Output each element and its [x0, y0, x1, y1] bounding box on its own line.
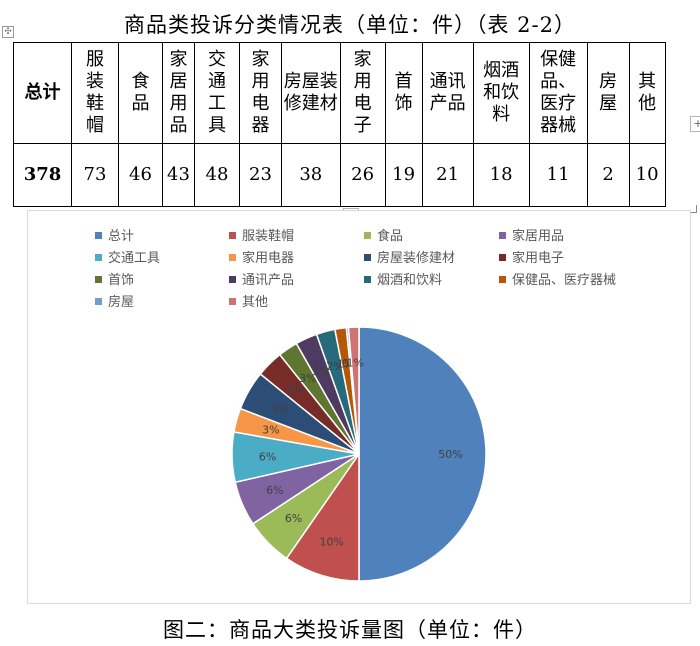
figure-caption: 图二：商品大类投诉量图（单位：件） [163, 618, 537, 642]
complaint-table: 总计 服装鞋帽 食品 家居用品 交通工具 家用电器 房屋装修建材 家用电子 首饰… [13, 42, 666, 207]
pie-data-label: 50% [438, 448, 462, 461]
header-cell: 交通工具 [194, 42, 240, 144]
legend-swatch [95, 298, 102, 305]
value-row: 378 73 46 43 48 23 38 26 19 21 18 11 2 1… [13, 143, 666, 207]
legend-item: 食品 [364, 225, 403, 244]
header-cell: 保健品、医疗器械 [528, 42, 588, 144]
legend-item: 其他 [229, 291, 268, 310]
pie-data-label: 3% [299, 372, 316, 385]
pie-data-label: 6% [266, 484, 283, 497]
legend-swatch [95, 276, 102, 283]
header-row: 总计 服装鞋帽 食品 家居用品 交通工具 家用电器 房屋装修建材 家用电子 首饰… [13, 42, 666, 144]
legend-label: 服装鞋帽 [242, 229, 295, 244]
legend-swatch [499, 276, 506, 283]
pie-data-label: 10% [319, 535, 343, 548]
header-cell: 服装鞋帽 [71, 42, 119, 144]
legend-item: 服装鞋帽 [229, 225, 294, 244]
legend-label: 家用电器 [242, 251, 295, 266]
add-column-icon[interactable]: + [690, 116, 700, 132]
pie-data-label: 3% [312, 365, 329, 378]
legend-swatch [229, 298, 236, 305]
legend-label: 家居用品 [512, 229, 565, 244]
value-cell: 23 [239, 143, 282, 207]
value-cell: 21 [421, 143, 474, 207]
legend-item: 房屋 [95, 291, 134, 310]
legend-label: 交通工具 [108, 251, 161, 266]
pie-chart-area[interactable]: 总计 服装鞋帽 食品 家居用品交通工具 家用电器 房屋装修建材 家用电子首饰 通讯产品 烟酒和饮… [27, 210, 691, 604]
pie-data-label: 5% [271, 402, 288, 415]
value-cell: 18 [472, 143, 530, 207]
pie-data-label: 6% [285, 512, 302, 525]
legend-label: 烟酒和饮料 [377, 273, 443, 288]
header-cell: 家居用品 [162, 42, 195, 144]
value-cell: 10 [628, 143, 666, 207]
header-cell: 房屋装修建材 [281, 42, 341, 144]
value-cell: 2 [586, 143, 630, 207]
legend-label: 保健品、医疗器械 [512, 273, 617, 288]
pie-chart: 50%10%6%6%6%3%5%3%3%3%2%1%0%1% [231, 326, 487, 582]
header-cell: 家用电子 [339, 42, 386, 144]
legend-item: 家用电器 [229, 247, 294, 266]
header-cell: 通讯产品 [421, 42, 474, 144]
value-cell: 38 [281, 143, 341, 207]
pie-data-label: 1% [346, 357, 363, 370]
pie-slice [285, 451, 360, 582]
pie-slice [347, 326, 360, 455]
pie-data-label: 3% [262, 424, 279, 437]
value-cell: 11 [528, 143, 588, 207]
legend-item: 家居用品 [499, 225, 564, 244]
pie-slice [358, 326, 487, 582]
table-title: 商品类投诉分类情况表（单位：件）（表 2-2） [124, 13, 576, 37]
pie-data-label: 6% [259, 450, 276, 463]
legend-label: 房屋装修建材 [377, 251, 456, 266]
legend-swatch [95, 232, 102, 239]
legend-swatch [95, 254, 102, 261]
legend-label: 总计 [108, 229, 135, 244]
header-cell: 其他 [628, 42, 666, 144]
value-cell: 43 [162, 143, 195, 207]
legend-label: 食品 [377, 229, 404, 244]
value-cell: 46 [118, 143, 163, 207]
legend-swatch [364, 276, 371, 283]
header-cell: 烟酒和饮料 [472, 42, 530, 144]
header-cell: 首饰 [384, 42, 423, 144]
header-cell: 总计 [13, 42, 72, 144]
legend-label: 其他 [242, 295, 269, 310]
legend-label: 家用电子 [512, 251, 565, 266]
value-cell: 26 [339, 143, 386, 207]
value-cell: 48 [194, 143, 240, 207]
legend-swatch [364, 254, 371, 261]
legend-item: 通讯产品 [229, 269, 294, 288]
value-cell: 19 [384, 143, 423, 207]
legend-swatch [229, 232, 236, 239]
legend-item: 房屋装修建材 [364, 247, 455, 266]
header-cell: 家用电器 [239, 42, 282, 144]
legend-item: 保健品、医疗器械 [499, 269, 616, 288]
legend-swatch [499, 254, 506, 261]
legend-item: 交通工具 [95, 247, 160, 266]
pie-data-label: 2% [326, 360, 343, 373]
legend-label: 房屋 [108, 295, 135, 310]
legend-item: 总计 [95, 225, 134, 244]
legend-swatch [229, 254, 236, 261]
legend-swatch [229, 276, 236, 283]
legend-item: 首饰 [95, 269, 134, 288]
pie-data-label: 3% [286, 383, 303, 396]
legend-item: 家用电子 [499, 247, 564, 266]
legend-label: 首饰 [108, 273, 135, 288]
legend-label: 通讯产品 [242, 273, 295, 288]
value-cell: 73 [71, 143, 119, 207]
header-cell: 食品 [118, 42, 163, 144]
legend-item: 烟酒和饮料 [364, 269, 442, 288]
table-resize-handle-icon[interactable] [689, 205, 697, 213]
header-cell: 房屋 [586, 42, 630, 144]
legend-swatch [364, 232, 371, 239]
value-cell: 378 [13, 143, 72, 207]
table-move-handle-icon[interactable]: ✣ [2, 26, 14, 38]
legend-swatch [499, 232, 506, 239]
